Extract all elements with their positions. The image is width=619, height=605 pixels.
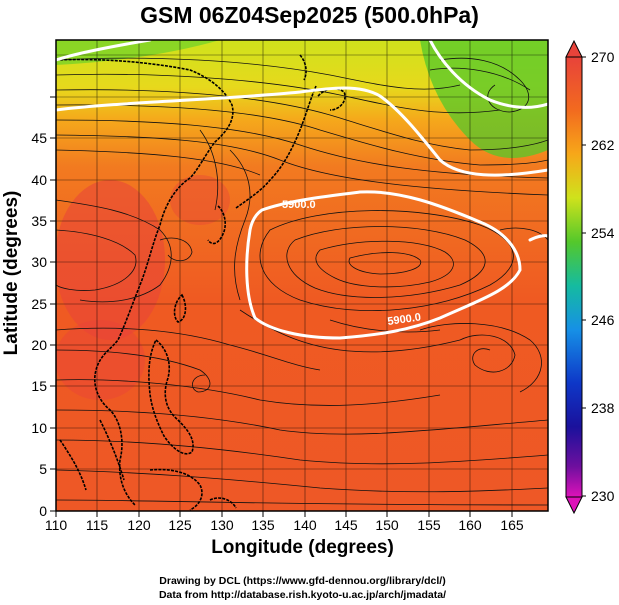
y-tick-label: 45 <box>31 130 47 146</box>
x-tick-label: 160 <box>458 517 482 533</box>
colorbar-tick-label: 238 <box>591 400 615 416</box>
x-tick-label: 110 <box>45 517 68 533</box>
contour-label: 5900.0 <box>282 199 316 211</box>
geopotential-contours <box>56 40 548 340</box>
coastlines <box>56 54 346 511</box>
grid-lines <box>56 40 548 511</box>
x-tick-label: 115 <box>86 517 109 533</box>
y-tick-label: 40 <box>31 172 47 188</box>
chart-title: GSM 06Z04Sep2025 (500.0hPa) <box>140 2 479 28</box>
x-axis-tick-labels: 110 115 120 125 130 135 140 145 150 155 … <box>45 517 524 533</box>
warm-patch <box>170 175 230 225</box>
credit-drawing: Drawing by DCL (https://www.gfd-dennou.o… <box>159 575 446 587</box>
y-tick-label: 15 <box>31 378 47 394</box>
colorbar-gradient <box>565 56 583 498</box>
y-tick-label: 10 <box>31 420 47 436</box>
x-axis-ticks <box>55 511 513 517</box>
x-tick-label: 130 <box>210 517 234 533</box>
contour-label: 5900.0 <box>387 311 422 328</box>
y-tick-label: 25 <box>31 296 47 312</box>
contour-labels: 5900.0 5900.0 <box>282 199 422 328</box>
x-tick-label: 140 <box>293 517 317 533</box>
x-tick-label: 165 <box>500 517 524 533</box>
map-frame <box>55 39 549 512</box>
y-tick-label: 30 <box>31 254 47 270</box>
colorbar: 270 262 254 246 238 230 <box>565 39 615 515</box>
x-tick-label: 125 <box>168 517 192 533</box>
x-tick-label: 120 <box>127 517 151 533</box>
credit-data-source: Data from http://database.rish.kyoto-u.a… <box>158 589 447 601</box>
x-tick-label: 150 <box>375 517 399 533</box>
colorbar-tick-label: 246 <box>591 312 615 328</box>
y-axis-label: Latitude (degrees) <box>1 190 22 356</box>
colorbar-min-triangle <box>565 496 583 515</box>
y-tick-label: 35 <box>31 213 47 229</box>
x-axis-label: Longitude (degrees) <box>211 537 394 558</box>
colorbar-tick-label: 262 <box>591 137 615 153</box>
y-axis-tick-labels: 0 5 10 15 20 25 30 35 40 45 <box>31 130 47 519</box>
y-tick-label: 5 <box>39 461 47 477</box>
warm-patch <box>56 180 165 340</box>
colorbar-tick-label: 254 <box>591 225 615 241</box>
colorbar-tick-label: 270 <box>591 49 615 65</box>
y-tick-label: 20 <box>31 337 47 353</box>
colorbar-max-triangle <box>565 39 583 58</box>
y-axis-ticks <box>50 96 56 512</box>
x-tick-label: 135 <box>251 517 275 533</box>
colorbar-tick-label: 230 <box>591 488 615 504</box>
y-tick-label: 0 <box>39 503 47 519</box>
x-tick-label: 145 <box>334 517 358 533</box>
map-plot-area: 5900.0 5900.0 <box>56 40 548 511</box>
x-tick-label: 155 <box>417 517 441 533</box>
